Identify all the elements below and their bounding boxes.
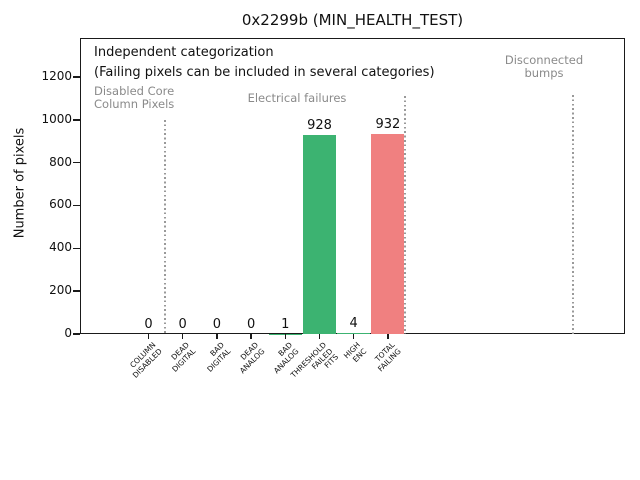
section-divider-dotted-line xyxy=(404,96,406,334)
x-tick-label: COLUMN DISABLED xyxy=(127,340,164,380)
y-tick-label: 400 xyxy=(49,240,72,255)
bar-value-label: 932 xyxy=(375,117,401,133)
disconnected-bumps-label: Disconnected bumps xyxy=(504,53,584,80)
independent-categorization-note: Independent categorization (Failing pixe… xyxy=(94,45,435,80)
x-tick-mark xyxy=(387,334,389,339)
x-tick-mark xyxy=(216,334,218,339)
bar-value-label: 4 xyxy=(349,316,358,332)
y-tick-mark xyxy=(73,119,80,121)
x-tick-label: BAD DIGITAL xyxy=(204,340,232,374)
x-tick-label: DEAD DIGITAL xyxy=(169,340,198,374)
bar-value-label: 928 xyxy=(307,118,332,134)
x-tick-label: DEAD ANALOG xyxy=(237,340,266,375)
bar xyxy=(337,333,371,334)
y-tick-label: 0 xyxy=(64,326,72,340)
x-tick-mark xyxy=(181,334,184,339)
bar-value-label: 0 xyxy=(144,317,153,332)
y-tick-label: 1000 xyxy=(41,111,72,126)
y-tick-label: 800 xyxy=(49,154,72,169)
y-tick-mark xyxy=(73,290,80,292)
y-tick-mark xyxy=(73,76,80,78)
x-tick-mark xyxy=(250,334,252,339)
y-tick-label: 600 xyxy=(49,197,72,212)
y-tick-mark xyxy=(73,333,80,335)
bar-value-label: 0 xyxy=(246,317,256,332)
plot-area xyxy=(80,38,625,334)
y-tick-label: 1200 xyxy=(41,68,72,83)
electrical-failures-label: Electrical failures xyxy=(247,91,347,105)
section-divider-dotted-line xyxy=(572,95,574,334)
y-tick-mark xyxy=(73,247,80,250)
x-tick-label: TOTAL FAILING xyxy=(373,340,403,374)
y-tick-label: 200 xyxy=(49,283,72,298)
disabled-core-column-pixels-label: Disabled Core Column Pixels xyxy=(94,84,175,111)
section-divider-dotted-line xyxy=(164,120,166,334)
bar-value-label: 0 xyxy=(212,317,222,332)
y-tick-mark xyxy=(73,161,80,164)
y-tick-mark xyxy=(73,204,80,207)
bar-value-label: 0 xyxy=(178,317,187,332)
x-tick-mark xyxy=(318,334,321,339)
y-axis-label: Number of pixels xyxy=(12,127,28,239)
x-tick-mark xyxy=(352,334,355,339)
bar xyxy=(371,134,405,334)
chart-title: 0x2299b (MIN_HEALTH_TEST) xyxy=(241,11,464,29)
bar xyxy=(303,135,336,334)
x-tick-mark xyxy=(284,334,287,339)
bar-value-label: 1 xyxy=(281,316,290,332)
x-tick-mark xyxy=(147,334,150,339)
x-tick-label: HIGH ENC xyxy=(342,340,369,364)
